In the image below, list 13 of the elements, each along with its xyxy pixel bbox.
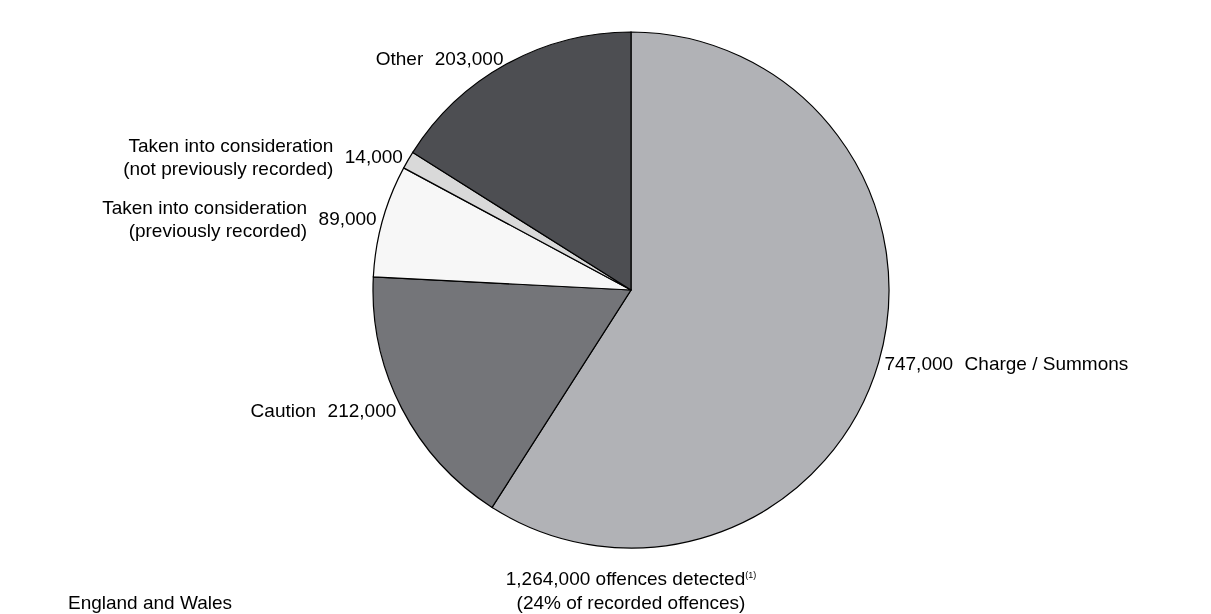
slice-label: Other xyxy=(375,47,424,69)
data-label: 203,000 xyxy=(434,47,504,69)
text: (24% of recorded offences) xyxy=(516,592,746,614)
data-label: 212,000 xyxy=(327,399,397,421)
text: 1,264,000 offences detected$^{(1)}$ xyxy=(505,568,757,590)
slice-label: Taken into consideration (not previously recorded) xyxy=(123,134,334,179)
slice-label: Caution xyxy=(250,399,317,421)
data-label: 747,000 xyxy=(884,353,954,375)
text: England and Wales xyxy=(67,592,233,614)
slice-label: Charge / Summons xyxy=(964,353,1129,375)
slice-label: Taken into consideration (previously recorded) xyxy=(102,196,308,241)
data-label: 14,000 xyxy=(344,146,403,168)
data-label: 89,000 xyxy=(318,208,377,230)
